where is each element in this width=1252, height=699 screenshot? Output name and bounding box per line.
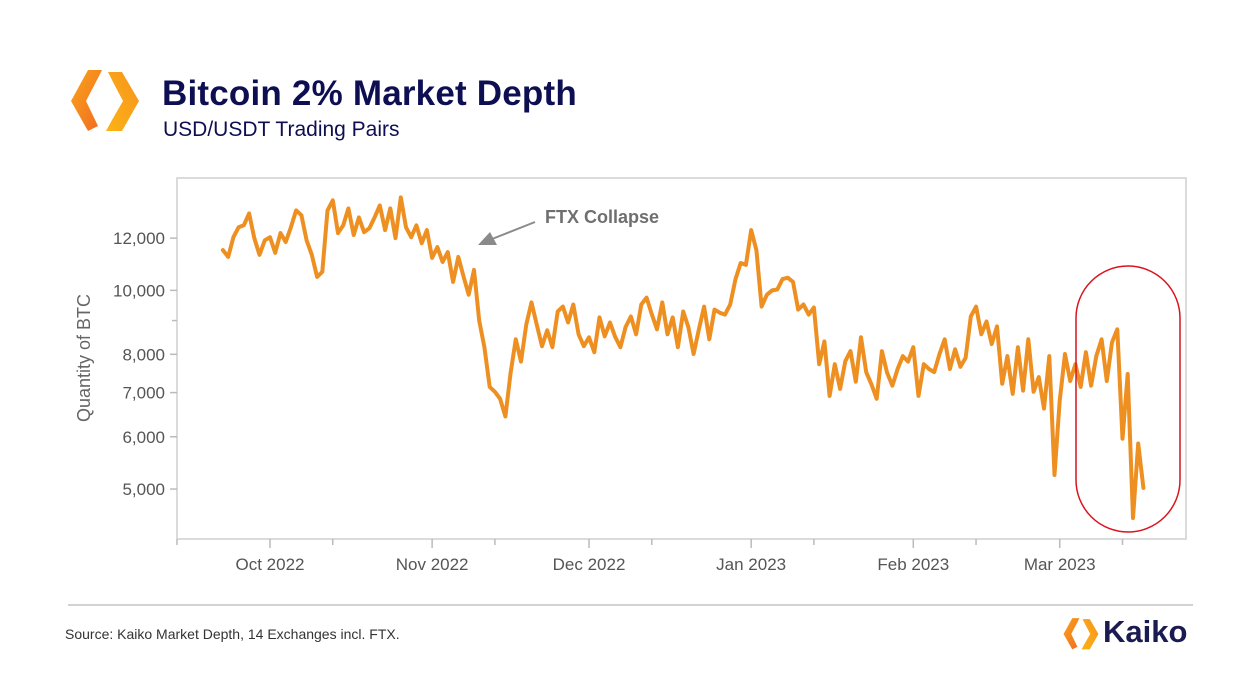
series-line — [220, 195, 1146, 520]
chart: Quantity of BTC 5,000 6,000 7,000 8,000 10,0… — [74, 177, 1187, 574]
ftx-annotation: FTX Collapse — [478, 207, 659, 245]
annotation-arrow-head — [478, 232, 497, 245]
y-tick-label: 6,000 — [122, 428, 165, 447]
plot-frame — [176, 177, 1187, 540]
chart-title: Bitcoin 2% Market Depth — [162, 74, 577, 113]
kaiko-logo-header — [71, 70, 139, 131]
x-tick-label: Nov 2022 — [396, 555, 469, 574]
y-tick-label: 7,000 — [122, 384, 165, 403]
y-tick-label: 10,000 — [113, 281, 165, 300]
annotation-ftx-collapse: FTX Collapse — [545, 207, 659, 227]
footer-divider — [68, 604, 1193, 606]
y-axis-title: Quantity of BTC — [74, 294, 94, 422]
kaiko-wordmark: Kaiko — [1103, 614, 1188, 649]
y-tick-label: 5,000 — [122, 480, 165, 499]
x-tick-label: Feb 2023 — [877, 555, 949, 574]
x-tick-label: Mar 2023 — [1024, 555, 1096, 574]
kaiko-logo-footer-icon — [1063, 618, 1099, 650]
source-note: Source: Kaiko Market Depth, 14 Exchanges… — [65, 626, 400, 642]
y-tick-label: 12,000 — [113, 229, 165, 248]
annotation-arrow-shaft — [491, 221, 536, 240]
x-tick-label: Dec 2022 — [553, 555, 626, 574]
x-tick-label: Oct 2022 — [236, 555, 305, 574]
x-tick-label: Jan 2023 — [716, 555, 786, 574]
highlight-ellipse — [1075, 265, 1181, 533]
chart-subtitle: USD/USDT Trading Pairs — [163, 118, 400, 141]
y-tick-label: 8,000 — [122, 345, 165, 364]
